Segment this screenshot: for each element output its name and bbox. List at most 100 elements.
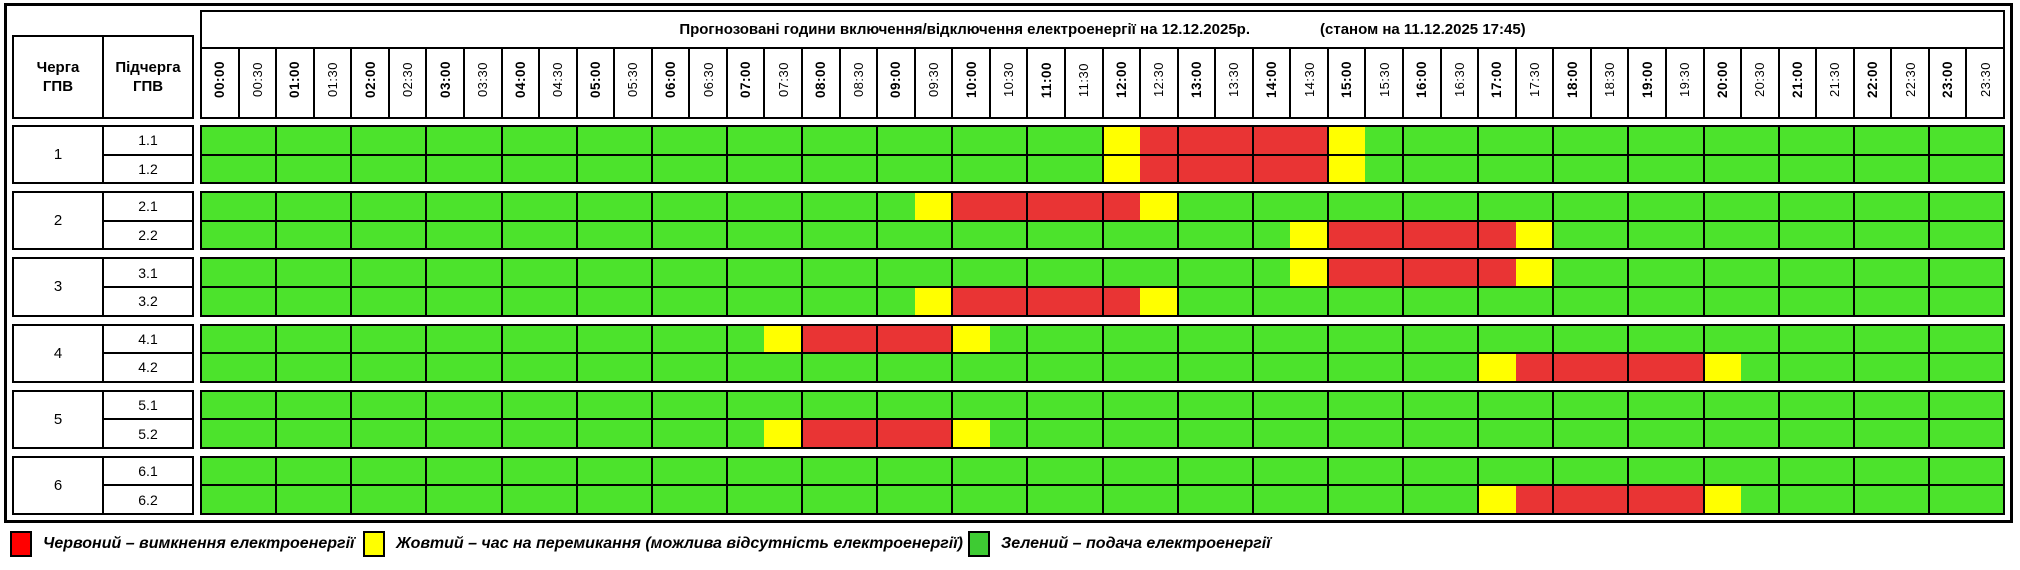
schedule-cell <box>1627 287 1666 315</box>
schedule-cell <box>425 420 464 447</box>
schedule-cell <box>1891 420 1928 447</box>
schedule-cell <box>350 155 389 183</box>
schedule-cell <box>764 391 801 419</box>
schedule-cell <box>539 354 576 381</box>
schedule-cell <box>1064 221 1102 249</box>
schedule-cell <box>839 325 877 353</box>
schedule-cell <box>202 354 239 381</box>
subqueue-cell: 5.1 <box>138 396 158 413</box>
schedule-cell <box>1402 354 1441 381</box>
schedule-cell <box>1777 325 1817 353</box>
schedule-cell <box>1816 354 1853 381</box>
schedule-cell <box>1665 259 1703 286</box>
schedule-cell <box>614 127 651 154</box>
schedule-cell <box>725 287 765 315</box>
time-label: 07:00 <box>738 61 754 99</box>
time-header-cell: 13:00 <box>1176 49 1215 117</box>
schedule-cell <box>1326 486 1366 514</box>
schedule-cell <box>425 354 464 381</box>
time-header-cell: 04:00 <box>500 49 539 117</box>
schedule-cell <box>1927 287 1967 315</box>
schedule-cell <box>1440 221 1478 249</box>
schedule-cell <box>1365 420 1402 447</box>
schedule-cell <box>1852 155 1892 183</box>
schedule-cell <box>1402 155 1441 183</box>
time-label: 06:00 <box>663 61 679 99</box>
schedule-cell <box>801 287 840 315</box>
schedule-cell <box>388 193 426 220</box>
schedule-cell <box>614 420 651 447</box>
legend: Червоний – вимкнення електроенергії Жовт… <box>0 529 2020 561</box>
schedule-cell <box>1552 457 1591 485</box>
schedule-cell <box>500 287 540 315</box>
schedule-cell <box>202 325 239 353</box>
schedule-cell <box>1741 287 1778 315</box>
schedule-cell <box>1552 155 1591 183</box>
schedule-cell <box>1477 457 1516 485</box>
schedule-cell <box>1176 354 1216 381</box>
schedule-cell <box>764 193 801 220</box>
schedule-cell <box>989 486 1027 514</box>
schedule-cell <box>1966 325 2003 353</box>
time-header-cell: 21:30 <box>1815 49 1853 117</box>
schedule-cell <box>1741 127 1778 154</box>
schedule-cell <box>238 127 276 154</box>
time-header-cell: 12:00 <box>1101 49 1140 117</box>
schedule-cell <box>951 420 990 447</box>
schedule-cell <box>914 287 952 315</box>
timeline-grid <box>200 389 2005 449</box>
schedule-cell <box>1515 287 1553 315</box>
schedule-cell <box>1590 221 1628 249</box>
schedule-cell <box>1515 391 1553 419</box>
red-swatch-icon <box>10 531 32 557</box>
schedule-cell <box>689 155 726 183</box>
schedule-cell <box>425 259 464 286</box>
schedule-cell <box>1777 457 1817 485</box>
time-label: 20:30 <box>1752 62 1768 98</box>
schedule-cell <box>1852 420 1892 447</box>
schedule-cell <box>1891 354 1928 381</box>
schedule-cell <box>539 287 576 315</box>
schedule-cell <box>1515 325 1553 353</box>
schedule-cell <box>575 155 615 183</box>
schedule-cell <box>1627 457 1666 485</box>
schedule-cell <box>1966 155 2003 183</box>
schedule-cell <box>1440 259 1478 286</box>
schedule-cell <box>1290 457 1327 485</box>
schedule-cell <box>1665 193 1703 220</box>
schedule-cell <box>1927 325 1967 353</box>
schedule-cell <box>1365 391 1402 419</box>
queue-group: 2 2.1 2.2 <box>12 191 2005 251</box>
schedule-cell <box>614 457 651 485</box>
schedule-cell <box>275 193 314 220</box>
schedule-cell <box>425 127 464 154</box>
schedule-cell <box>575 457 615 485</box>
time-label: 17:00 <box>1489 61 1505 99</box>
schedule-cell <box>1402 457 1441 485</box>
schedule-cell <box>1251 259 1291 286</box>
timeline-grid <box>200 455 2005 516</box>
schedule-cell <box>1326 155 1366 183</box>
schedule-cell <box>575 193 615 220</box>
schedule-cell <box>725 127 765 154</box>
schedule-row <box>202 285 2003 315</box>
schedule-cell <box>1101 259 1141 286</box>
schedule-cell <box>1741 457 1778 485</box>
schedule-cell <box>500 325 540 353</box>
time-label: 01:30 <box>324 62 340 98</box>
schedule-cell <box>238 287 276 315</box>
schedule-cell <box>839 391 877 419</box>
schedule-cell <box>1702 457 1742 485</box>
legend-item-red: Червоний – вимкнення електроенергії <box>10 529 354 559</box>
schedule-cell <box>1215 325 1252 353</box>
schedule-cell <box>1101 325 1141 353</box>
schedule-cell <box>1852 193 1892 220</box>
schedule-cell <box>500 391 540 419</box>
time-header-row: 00:00 00:30 01:00 01:30 02:00 02:30 03:00 03:30… <box>200 49 2005 119</box>
schedule-cell <box>313 221 351 249</box>
schedule-cell <box>425 391 464 419</box>
schedule-cell <box>914 354 952 381</box>
schedule-cell <box>1290 354 1327 381</box>
schedule-cell <box>238 259 276 286</box>
schedule-cell <box>1215 127 1252 154</box>
